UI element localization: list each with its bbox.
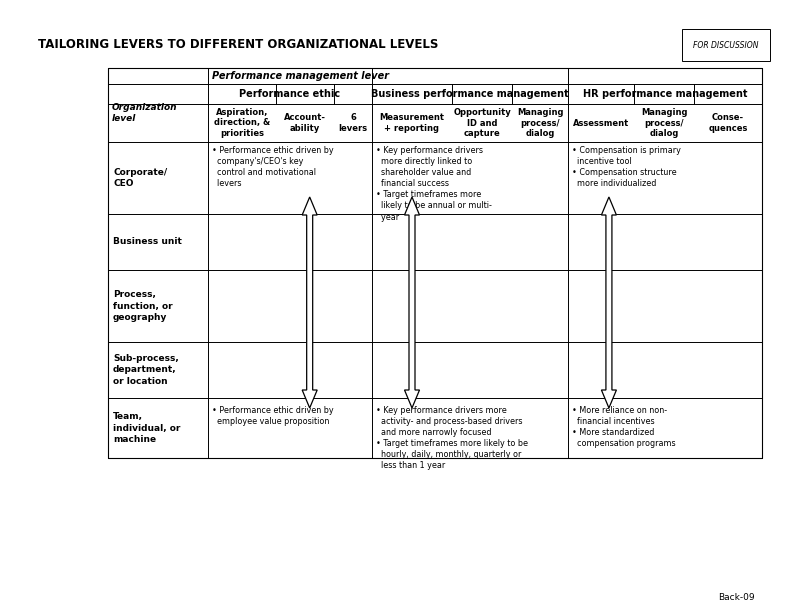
Text: HR performance management: HR performance management xyxy=(583,89,747,99)
Text: Business performance management: Business performance management xyxy=(371,89,569,99)
Text: Measurement
+ reporting: Measurement + reporting xyxy=(379,113,444,133)
Text: • Performance ethic driven by
  company's/CEO's key
  control and motivational
 : • Performance ethic driven by company's/… xyxy=(212,146,333,188)
Text: • Key performance drivers more
  activity- and process-based drivers
  and more : • Key performance drivers more activity-… xyxy=(376,406,528,471)
Text: Opportunity
ID and
capture: Opportunity ID and capture xyxy=(453,108,511,138)
Text: Corporate/
CEO: Corporate/ CEO xyxy=(113,168,167,188)
Text: • Performance ethic driven by
  employee value proposition: • Performance ethic driven by employee v… xyxy=(212,406,333,426)
Text: Process,
function, or
geography: Process, function, or geography xyxy=(113,291,173,321)
Bar xyxy=(108,68,762,458)
Polygon shape xyxy=(303,197,317,408)
Polygon shape xyxy=(601,197,616,408)
Text: Aspiration,
direction, &
priorities: Aspiration, direction, & priorities xyxy=(214,108,270,138)
Text: Back-09: Back-09 xyxy=(718,594,754,602)
Text: Conse-
quences: Conse- quences xyxy=(708,113,748,133)
Text: Performance management lever: Performance management lever xyxy=(212,71,389,81)
Text: Account-
ability: Account- ability xyxy=(284,113,326,133)
Text: • More reliance on non-
  financial incentives
• More standardized
  compensatio: • More reliance on non- financial incent… xyxy=(572,406,676,449)
Text: Team,
individual, or
machine: Team, individual, or machine xyxy=(113,412,181,444)
Polygon shape xyxy=(405,197,420,408)
Text: Assessment: Assessment xyxy=(573,119,629,127)
Text: FOR DISCUSSION: FOR DISCUSSION xyxy=(693,40,759,50)
Text: 6
levers: 6 levers xyxy=(338,113,367,133)
Text: Sub-process,
department,
or location: Sub-process, department, or location xyxy=(113,354,179,386)
Text: TAILORING LEVERS TO DIFFERENT ORGANIZATIONAL LEVELS: TAILORING LEVERS TO DIFFERENT ORGANIZATI… xyxy=(38,39,439,51)
Text: • Compensation is primary
  incentive tool
• Compensation structure
  more indiv: • Compensation is primary incentive tool… xyxy=(572,146,681,188)
Text: • Key performance drivers
  more directly linked to
  shareholder value and
  fi: • Key performance drivers more directly … xyxy=(376,146,492,222)
Text: Performance ethic: Performance ethic xyxy=(239,89,341,99)
Text: Business unit: Business unit xyxy=(113,237,182,247)
Text: Organization
level: Organization level xyxy=(112,103,177,123)
Text: Managing
process/
dialog: Managing process/ dialog xyxy=(641,108,687,138)
Text: Managing
process/
dialog: Managing process/ dialog xyxy=(516,108,563,138)
